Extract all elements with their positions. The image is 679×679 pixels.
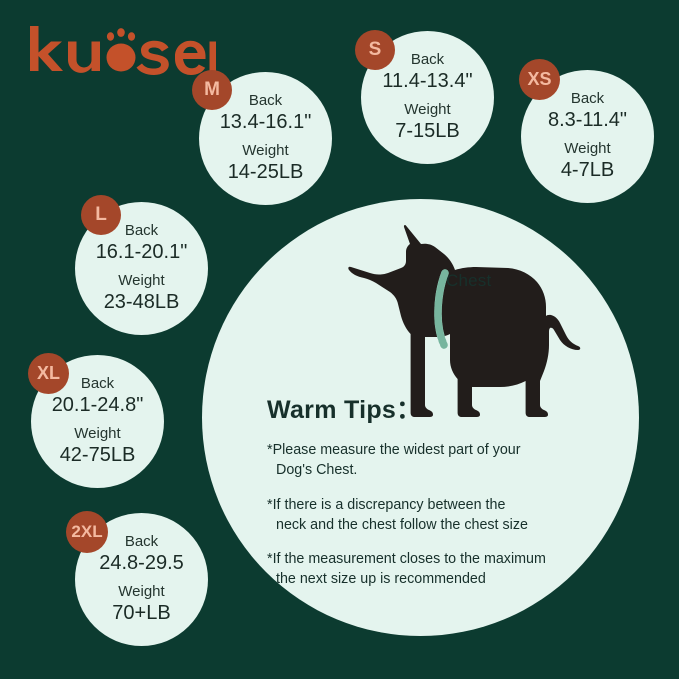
size-2xl-back-value: 24.8-29.5 <box>99 552 184 574</box>
size-badge-2xl[interactable]: 2XL <box>66 511 108 553</box>
size-s-weight-label: Weight <box>404 101 451 118</box>
chest-tape-icon <box>434 269 449 349</box>
size-xs-weight-label: Weight <box>564 140 611 157</box>
size-bubble-l[interactable]: Back 16.1-20.1" Weight 23-48LB <box>75 202 208 335</box>
size-xs-weight-value: 4-7LB <box>560 158 615 181</box>
size-xl-back-label: Back <box>80 375 115 393</box>
size-2xl-weight-label: Weight <box>118 583 165 600</box>
size-badge-s[interactable]: S <box>355 30 395 70</box>
size-xl-weight-value: 42-75LB <box>59 443 136 466</box>
warm-tips-title: Warm Tips： <box>267 396 422 424</box>
tip-3-line-1: *If the measurement closes to the maximu… <box>267 551 546 568</box>
size-xl-weight-label: Weight <box>74 425 121 442</box>
warm-tips-block: Warm Tips： *Please measure the widest pa… <box>267 390 617 604</box>
chest-label: Chest <box>446 271 492 290</box>
size-m-weight-label: Weight <box>242 142 289 159</box>
size-badge-m[interactable]: M <box>192 70 232 110</box>
tip-2-line-2: neck and the chest follow the chest size <box>276 516 528 533</box>
size-l-weight-value: 23-48LB <box>103 290 180 313</box>
tip-item-2: *If there is a discrepancy between the n… <box>267 495 617 536</box>
size-badge-xs[interactable]: XS <box>519 59 560 100</box>
size-2xl-weight-value: 70+LB <box>112 601 171 624</box>
size-m-back-label: Back <box>248 92 283 110</box>
size-s-weight-value: 7-15LB <box>395 119 460 142</box>
size-xs-back-label: Back <box>570 90 605 108</box>
size-l-weight-label: Weight <box>118 272 165 289</box>
dog-illustration <box>348 224 588 429</box>
size-badge-xl[interactable]: XL <box>28 353 69 394</box>
size-xs-back-value: 8.3-11.4" <box>547 109 627 131</box>
brand-logo <box>26 24 226 80</box>
size-l-back-label: Back <box>124 222 159 240</box>
kuoser-wordmark-icon <box>30 26 226 75</box>
size-l-back-value: 16.1-20.1" <box>95 241 188 263</box>
size-2xl-back-label: Back <box>124 533 159 551</box>
tip-2-line-1: *If there is a discrepancy between the <box>267 496 506 513</box>
size-s-back-label: Back <box>410 51 445 69</box>
tip-3-line-2: the next size up is recommended <box>276 571 486 588</box>
tip-1-line-1: *Please measure the widest part of your <box>267 442 521 458</box>
size-m-weight-value: 14-25LB <box>227 160 304 183</box>
dog-silhouette-icon <box>348 225 581 417</box>
size-badge-l[interactable]: L <box>81 195 121 235</box>
tip-1-line-2: Dog's Chest. <box>276 462 358 479</box>
size-m-back-value: 13.4-16.1" <box>219 111 312 133</box>
size-xl-back-value: 20.1-24.8" <box>51 394 144 416</box>
tip-item-1: *Please measure the widest part of your … <box>267 440 617 481</box>
size-s-back-value: 11.4-13.4" <box>382 70 473 92</box>
tip-item-3: *If the measurement closes to the maximu… <box>267 549 617 590</box>
size-bubble-xs[interactable]: Back 8.3-11.4" Weight 4-7LB <box>521 70 654 203</box>
